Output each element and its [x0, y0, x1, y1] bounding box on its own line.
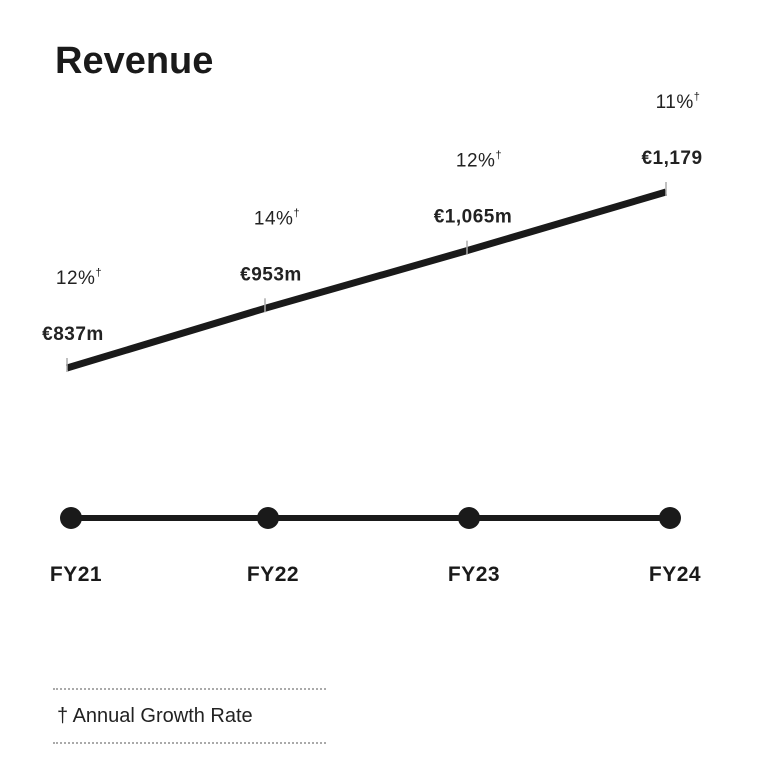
- legend-text: † Annual Growth Rate: [57, 705, 253, 727]
- value-label: €1,065m: [434, 207, 513, 228]
- x-tick-label: FY23: [448, 563, 500, 586]
- growth-marker: †: [694, 91, 701, 103]
- timeline-dot: [458, 507, 480, 529]
- x-tick-label: FY22: [247, 563, 299, 586]
- growth-label: 12%†: [56, 267, 102, 289]
- x-tick-label: FY21: [50, 563, 102, 586]
- revenue-line: [65, 188, 667, 372]
- chart-title: Revenue: [55, 40, 214, 82]
- x-tick-label: FY24: [649, 563, 701, 586]
- growth-marker: †: [495, 150, 502, 162]
- value-label: €953m: [240, 264, 302, 285]
- value-label: €1,179: [641, 148, 702, 169]
- legend: † Annual Growth Rate: [53, 688, 326, 744]
- growth-label: 14%†: [254, 207, 300, 229]
- value-label: €837m: [42, 324, 104, 345]
- growth-marker: †: [95, 267, 102, 279]
- growth-label: 11%†: [656, 91, 701, 113]
- growth-marker: †: [293, 207, 300, 219]
- growth-label: 12%†: [456, 150, 502, 172]
- timeline-dot: [60, 507, 82, 529]
- timeline-dot: [257, 507, 279, 529]
- timeline-dot: [659, 507, 681, 529]
